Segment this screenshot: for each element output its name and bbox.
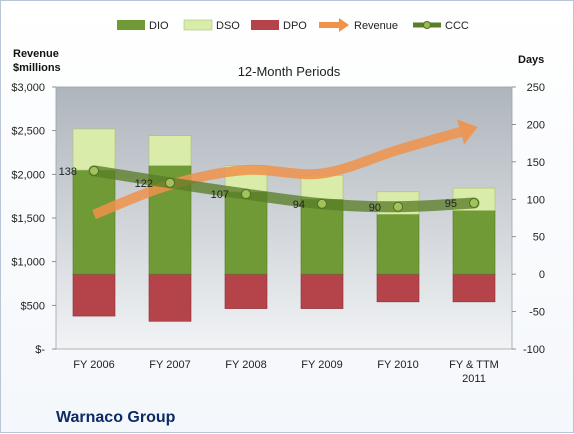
bar-dpo [452, 273, 496, 303]
y-left-tick-label: $- [35, 344, 45, 356]
ccc-data-label: 94 [293, 199, 305, 211]
bar-dio [224, 191, 268, 275]
bar-dio [300, 198, 344, 275]
legend-label-dio: DIO [149, 20, 169, 32]
ccc-data-label: 107 [211, 189, 229, 201]
legend-arrow-icon [319, 18, 349, 32]
y-left-tick-label: $2,500 [11, 126, 45, 138]
legend-item-dio: DIO [117, 20, 169, 32]
x-tick-label: FY 2009 [301, 359, 342, 371]
x-tick-label: FY 2010 [377, 359, 418, 371]
bar-dio [376, 213, 420, 275]
ccc-data-label: 90 [369, 202, 381, 214]
ccc-data-label: 138 [59, 166, 77, 178]
y-right-tick-label: 50 [533, 232, 545, 244]
y-left-tick-label: $3,000 [11, 82, 45, 94]
bar-dpo [148, 273, 192, 322]
y-left-tick-label: $2,000 [11, 169, 45, 181]
ccc-marker [241, 189, 251, 200]
legend-label-dpo: DPO [283, 20, 307, 32]
y-right-title: Days [518, 54, 544, 66]
y-left-tick-label: $1,500 [11, 213, 45, 225]
ccc-line [88, 165, 480, 213]
y-right-tick-label: -100 [523, 344, 545, 356]
legend-label-dso: DSO [216, 20, 240, 32]
bar-dpo [224, 273, 268, 309]
bar-dso [148, 135, 192, 166]
bar-dso [72, 128, 116, 171]
company-name: Warnaco Group [56, 409, 176, 426]
x-tick-label: FY 2006 [73, 359, 114, 371]
x-tick-label: FY 2007 [149, 359, 190, 371]
legend-label-revenue: Revenue [354, 20, 398, 32]
revenue-line [92, 127, 462, 220]
plot-area [55, 86, 513, 350]
ccc-layer: 138 122 107 94 90 95 [59, 165, 480, 214]
ccc-data-label: 95 [445, 198, 457, 210]
legend-marker-icon [423, 21, 431, 29]
bar-dio [452, 210, 496, 275]
revenue-layer [92, 119, 478, 220]
ccc-marker [165, 177, 175, 188]
legend-swatch-dio [117, 20, 145, 30]
y-left-title-line2: $millions [13, 62, 61, 74]
bar-dpo [72, 273, 116, 317]
legend-swatch-dpo [251, 20, 279, 30]
y-right-tick-label: 200 [527, 119, 545, 131]
legend-item-dso: DSO [183, 19, 240, 32]
axes-layer: $- $500 $1,000 $1,500 $2,000 $2,500 $3,000 -100… [11, 82, 545, 385]
bar-dio [72, 169, 116, 275]
legend-item-dpo: DPO [251, 20, 307, 32]
ccc-marker [393, 201, 403, 212]
ccc-marker [469, 198, 479, 209]
x-tick-label: FY 2008 [225, 359, 266, 371]
y-right-tick-label: 100 [527, 194, 545, 206]
legend-label-ccc: CCC [445, 20, 469, 32]
y-right-tick-label: -50 [529, 307, 545, 319]
revenue-arrowhead [456, 119, 478, 145]
chart-title: 12-Month Periods [238, 64, 341, 79]
legend-swatch-dso [183, 19, 213, 31]
y-left-tick-label: $500 [21, 300, 45, 312]
ccc-marker [317, 198, 327, 209]
y-right-tick-label: 250 [527, 82, 545, 94]
bar-dpo [300, 273, 344, 309]
legend-item-ccc: CCC [413, 20, 469, 32]
y-left-title-line1: Revenue [13, 48, 59, 60]
y-right-tick-label: 150 [527, 157, 545, 169]
y-left-tick-label: $1,000 [11, 257, 45, 269]
legend: DIO DSO DPO Revenue CCC [117, 18, 469, 32]
ccc-data-label: 122 [135, 178, 153, 190]
bar-dpo [376, 273, 420, 303]
ccc-marker [89, 165, 99, 176]
legend-item-revenue: Revenue [319, 18, 398, 32]
y-right-tick-label: 0 [539, 269, 545, 281]
x-tick-label: FY & TTM 2011 [449, 359, 499, 385]
